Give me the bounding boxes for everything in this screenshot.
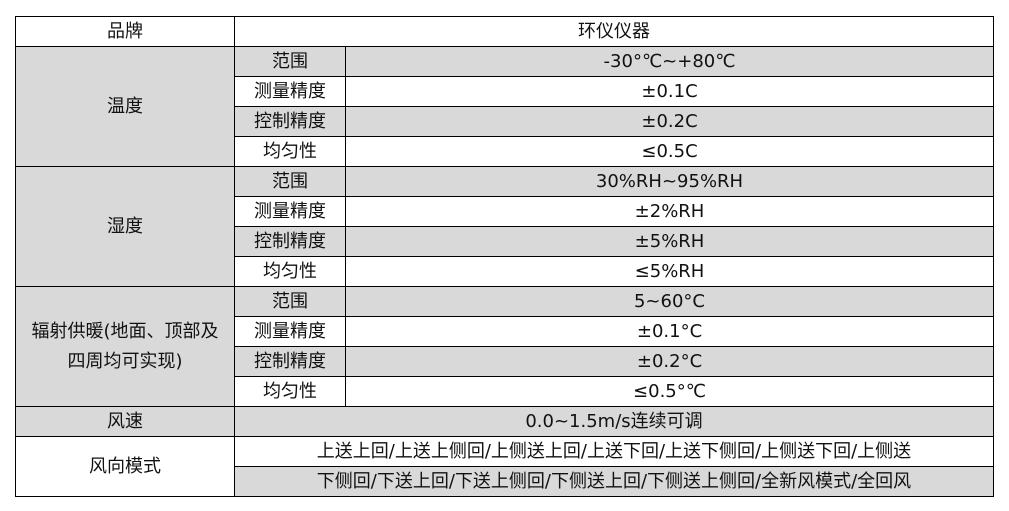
group-humidity: 湿度 bbox=[15, 166, 235, 287]
row-label: 测量精度 bbox=[234, 196, 346, 227]
row-label: 范围 bbox=[234, 166, 346, 197]
table-row: 测量精度 ±0.1C bbox=[16, 76, 994, 107]
spec-table: 品牌 环仪仪器 温度 范围 -30°℃~+80℃ 测量精度 ±0.1C 控制精度… bbox=[15, 16, 994, 497]
group-name-line2: 四周均可实现) bbox=[67, 350, 183, 372]
row-value: ≤5%RH bbox=[345, 256, 994, 287]
group-temperature: 温度 bbox=[15, 46, 235, 167]
row-value: -30°℃~+80℃ bbox=[345, 46, 994, 77]
row-value: ≤0.5°℃ bbox=[345, 376, 994, 407]
table-row: 控制精度 ±5%RH bbox=[16, 226, 994, 257]
row-value: 5~60°C bbox=[345, 286, 994, 317]
table-row: 湿度 范围 30%RH~95%RH bbox=[15, 166, 994, 287]
row-value: ±0.2C bbox=[345, 106, 994, 137]
header-row: 品牌 环仪仪器 bbox=[15, 16, 994, 47]
wind-mode-line2: 下侧回/下送上回/下送上侧回/下侧送上回/下侧送上侧回/全新风模式/全回风 bbox=[234, 466, 994, 497]
row-value: ±2%RH bbox=[345, 196, 994, 227]
row-label: 范围 bbox=[234, 46, 346, 77]
row-value: ≤0.5C bbox=[345, 136, 994, 167]
table-row: 辐射供暖(地面、顶部及 四周均可实现) 范围 5~60°C bbox=[15, 286, 994, 407]
group-radiant-heating: 辐射供暖(地面、顶部及 四周均可实现) bbox=[15, 286, 235, 407]
row-label: 测量精度 bbox=[234, 76, 346, 107]
table-row: 均匀性 ≤5%RH bbox=[16, 256, 994, 287]
wind-speed-row: 风速 0.0~1.5m/s连续可调 bbox=[15, 406, 994, 437]
row-label: 均匀性 bbox=[234, 136, 346, 167]
row-label: 测量精度 bbox=[234, 316, 346, 347]
table-row: 温度 范围 -30°℃~+80℃ bbox=[15, 46, 994, 167]
row-value: ±5%RH bbox=[345, 226, 994, 257]
wind-mode-line1: 上送上回/上送上侧回/上侧送上回/上送下回/上送下侧回/上侧送下回/上侧送 bbox=[234, 436, 994, 467]
row-value: ±0.1C bbox=[345, 76, 994, 107]
row-label: 控制精度 bbox=[234, 226, 346, 257]
row-label: 控制精度 bbox=[234, 106, 346, 137]
brand-value: 环仪仪器 bbox=[234, 16, 994, 47]
wind-mode-row: 风向模式 上送上回/上送上侧回/上侧送上回/上送下回/上送下侧回/上侧送下回/上… bbox=[15, 436, 994, 497]
row-label: 均匀性 bbox=[234, 256, 346, 287]
table-row: 均匀性 ≤0.5C bbox=[16, 136, 994, 167]
row-label: 范围 bbox=[234, 286, 346, 317]
table-row: 控制精度 ±0.2C bbox=[16, 106, 994, 137]
wind-mode-row: 下侧回/下送上回/下送上侧回/下侧送上回/下侧送上侧回/全新风模式/全回风 bbox=[16, 466, 994, 497]
table-row: 测量精度 ±0.1°C bbox=[16, 316, 994, 347]
table-row: 均匀性 ≤0.5°℃ bbox=[16, 376, 994, 407]
brand-label: 品牌 bbox=[15, 16, 235, 47]
row-value: 30%RH~95%RH bbox=[345, 166, 994, 197]
row-label: 均匀性 bbox=[234, 376, 346, 407]
wind-mode-label: 风向模式 bbox=[15, 436, 235, 497]
row-label: 控制精度 bbox=[234, 346, 346, 377]
group-name-line1: 辐射供暖(地面、顶部及 bbox=[31, 320, 219, 342]
row-value: ±0.2°C bbox=[345, 346, 994, 377]
table-row: 测量精度 ±2%RH bbox=[16, 196, 994, 227]
wind-speed-label: 风速 bbox=[15, 406, 235, 437]
row-value: ±0.1°C bbox=[345, 316, 994, 347]
wind-speed-value: 0.0~1.5m/s连续可调 bbox=[234, 406, 994, 437]
